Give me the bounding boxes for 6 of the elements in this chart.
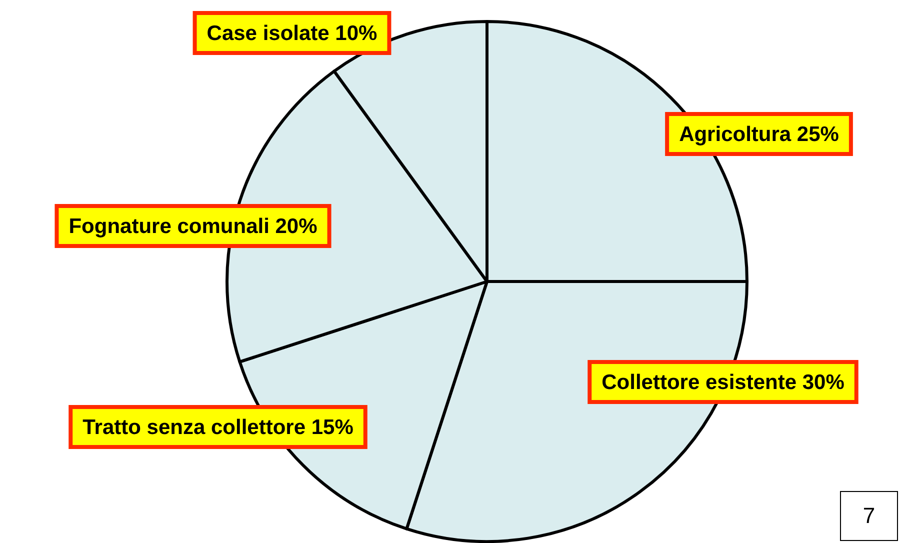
slice-label: Case isolate 10% xyxy=(206,22,378,45)
slice-label: Fognature comunali 20% xyxy=(68,214,318,238)
text: 7 xyxy=(840,491,898,541)
slice-label: Collettore esistente 30% xyxy=(602,370,845,394)
slice-label: Agricoltura 25% xyxy=(679,122,840,146)
slice-label: Tratto senza collettore 15% xyxy=(82,416,354,439)
